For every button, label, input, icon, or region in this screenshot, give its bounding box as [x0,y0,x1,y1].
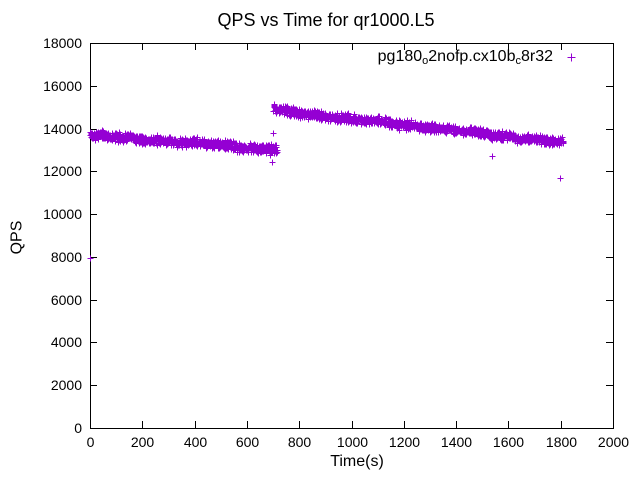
y-tick-label: 8000 [50,248,82,265]
chart-title: QPS vs Time for qr1000.L5 [217,10,435,30]
x-tick-label: 600 [235,434,260,450]
y-tick-label: 14000 [43,120,82,137]
x-axis-label: Time(s) [330,453,384,470]
y-tick-label: 2000 [50,376,82,393]
x-tick-label: 0 [86,434,95,450]
x-tick-label: 1400 [440,434,473,450]
x-tick-label: 1800 [545,434,578,450]
series-points [87,101,567,262]
legend-marker-plus-icon [567,53,576,62]
y-tick-label: 18000 [43,34,82,51]
x-tick-label: 1600 [492,434,525,450]
y-tick-label: 6000 [50,291,82,308]
plot-border [90,43,614,429]
y-tick-label: 10000 [43,205,82,222]
axis-ticks [90,43,614,429]
x-tick-label: 1200 [388,434,421,450]
x-tick-label: 200 [130,434,155,450]
x-tick-label: 2000 [597,434,630,450]
x-tick-label: 800 [287,434,312,450]
y-tick-label: 4000 [50,333,82,350]
y-tick-label: 0 [74,419,82,436]
x-tick-label: 1000 [336,434,369,450]
y-tick-label: 12000 [43,162,82,179]
y-tick-label: 16000 [43,77,82,94]
legend-entry-label: pg180o2nofp.cx10bc8r32 [377,48,553,67]
x-tick-label: 400 [183,434,208,450]
